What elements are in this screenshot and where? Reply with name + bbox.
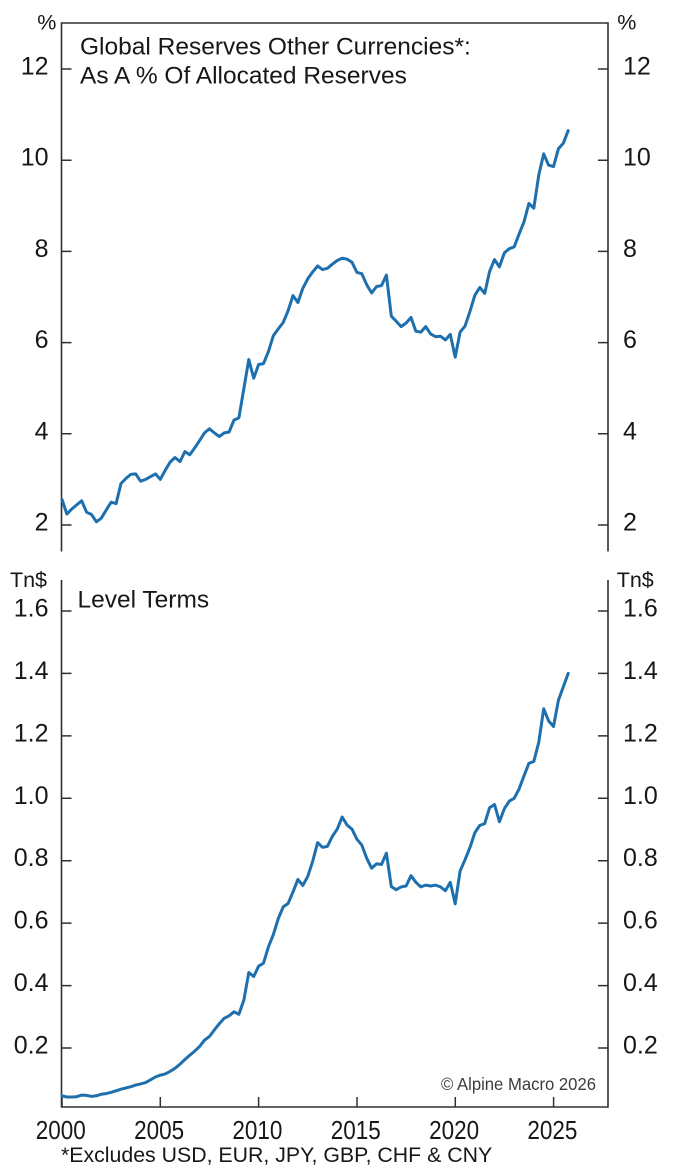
svg-text:2015: 2015 — [331, 1117, 381, 1145]
svg-text:1.0: 1.0 — [14, 782, 49, 810]
svg-text:%: % — [617, 11, 636, 35]
svg-text:0.4: 0.4 — [14, 969, 49, 997]
svg-text:2000: 2000 — [36, 1117, 86, 1145]
svg-text:1.2: 1.2 — [623, 719, 658, 747]
svg-text:4: 4 — [35, 417, 49, 445]
svg-text:1.4: 1.4 — [623, 657, 658, 685]
svg-text:2025: 2025 — [527, 1117, 577, 1145]
svg-text:12: 12 — [21, 53, 49, 81]
svg-text:6: 6 — [623, 326, 637, 354]
svg-text:© Alpine Macro 2026: © Alpine Macro 2026 — [441, 1074, 596, 1094]
svg-text:Global Reserves Other Currenci: Global Reserves Other Currencies*: — [80, 34, 471, 61]
svg-text:8: 8 — [35, 235, 49, 263]
svg-text:2005: 2005 — [134, 1117, 184, 1145]
svg-text:%: % — [37, 11, 56, 35]
svg-text:1.0: 1.0 — [623, 782, 658, 810]
svg-text:2010: 2010 — [232, 1117, 282, 1145]
svg-text:0.6: 0.6 — [14, 907, 49, 935]
svg-text:1.6: 1.6 — [14, 595, 49, 623]
svg-text:1.6: 1.6 — [623, 595, 658, 623]
svg-text:1.2: 1.2 — [14, 719, 49, 747]
svg-text:As A % Of Allocated Reserves: As A % Of Allocated Reserves — [80, 63, 407, 90]
svg-text:1.4: 1.4 — [14, 657, 49, 685]
svg-text:0.6: 0.6 — [623, 907, 658, 935]
svg-text:12: 12 — [623, 53, 651, 81]
svg-text:8: 8 — [623, 235, 637, 263]
svg-text:0.2: 0.2 — [623, 1032, 658, 1060]
svg-text:2020: 2020 — [429, 1117, 479, 1145]
svg-text:2: 2 — [35, 509, 49, 537]
svg-text:*Excludes USD, EUR, JPY, GBP,: *Excludes USD, EUR, JPY, GBP, CHF & CNY — [61, 1143, 492, 1167]
svg-text:Level Terms: Level Terms — [78, 586, 210, 613]
svg-text:0.4: 0.4 — [623, 969, 658, 997]
svg-text:0.8: 0.8 — [623, 844, 658, 872]
svg-text:0.8: 0.8 — [14, 844, 49, 872]
svg-text:0.2: 0.2 — [14, 1032, 49, 1060]
svg-text:4: 4 — [623, 417, 637, 445]
svg-text:Tn$: Tn$ — [617, 568, 654, 592]
svg-text:6: 6 — [35, 326, 49, 354]
svg-text:10: 10 — [623, 144, 651, 172]
svg-text:Tn$: Tn$ — [10, 568, 47, 592]
svg-text:2: 2 — [623, 509, 637, 537]
svg-text:10: 10 — [21, 144, 49, 172]
